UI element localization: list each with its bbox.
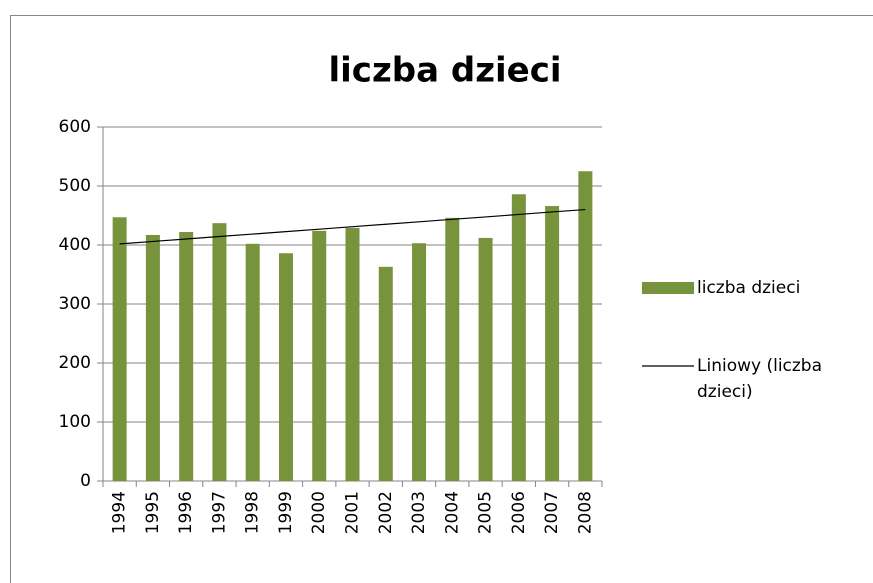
- x-tick-label: 2006: [509, 491, 529, 534]
- bar: [545, 206, 560, 481]
- bar: [511, 194, 526, 481]
- bar: [345, 227, 360, 481]
- x-tick-label: 1999: [276, 491, 296, 534]
- bar: [478, 237, 493, 481]
- x-tick-label: 1997: [209, 491, 229, 534]
- bar: [112, 217, 127, 481]
- x-tick-label: 1998: [243, 491, 263, 534]
- y-tick-label: 200: [59, 353, 91, 373]
- x-tick-label: 2002: [376, 491, 396, 534]
- chart-title: liczba dzieci: [328, 51, 561, 91]
- bar: [378, 266, 393, 481]
- y-tick-label: 400: [59, 235, 91, 255]
- bar: [245, 243, 260, 481]
- bar: [179, 232, 194, 481]
- y-tick-label: 100: [59, 412, 91, 432]
- y-tick-label: 300: [59, 294, 91, 314]
- legend-label: Liniowy (liczba dzieci): [697, 356, 823, 402]
- bar: [278, 253, 293, 481]
- legend-label: liczba dzieci: [697, 278, 801, 298]
- bar: [445, 217, 460, 482]
- trend-line: [119, 208, 586, 245]
- bar: [145, 234, 160, 481]
- bar: [212, 223, 227, 482]
- x-tick-label: 2000: [309, 491, 329, 534]
- bar: [578, 171, 593, 481]
- legend-swatch: [642, 282, 694, 294]
- x-tick-label: 2003: [409, 491, 429, 534]
- x-tick-label: 2008: [575, 491, 595, 534]
- x-tick-label: 1994: [110, 491, 130, 534]
- bar: [412, 243, 427, 481]
- x-tick-label: 2004: [442, 491, 462, 534]
- bar: [312, 230, 327, 481]
- x-tick-label: 2005: [476, 491, 496, 534]
- y-tick-label: 0: [80, 471, 91, 491]
- x-tick-label: 2007: [542, 491, 562, 534]
- x-tick-label: 2001: [343, 491, 363, 534]
- x-tick-label: 1996: [176, 491, 196, 534]
- y-tick-label: 600: [59, 117, 91, 137]
- y-tick-label: 500: [59, 176, 91, 196]
- x-tick-label: 1995: [143, 491, 163, 534]
